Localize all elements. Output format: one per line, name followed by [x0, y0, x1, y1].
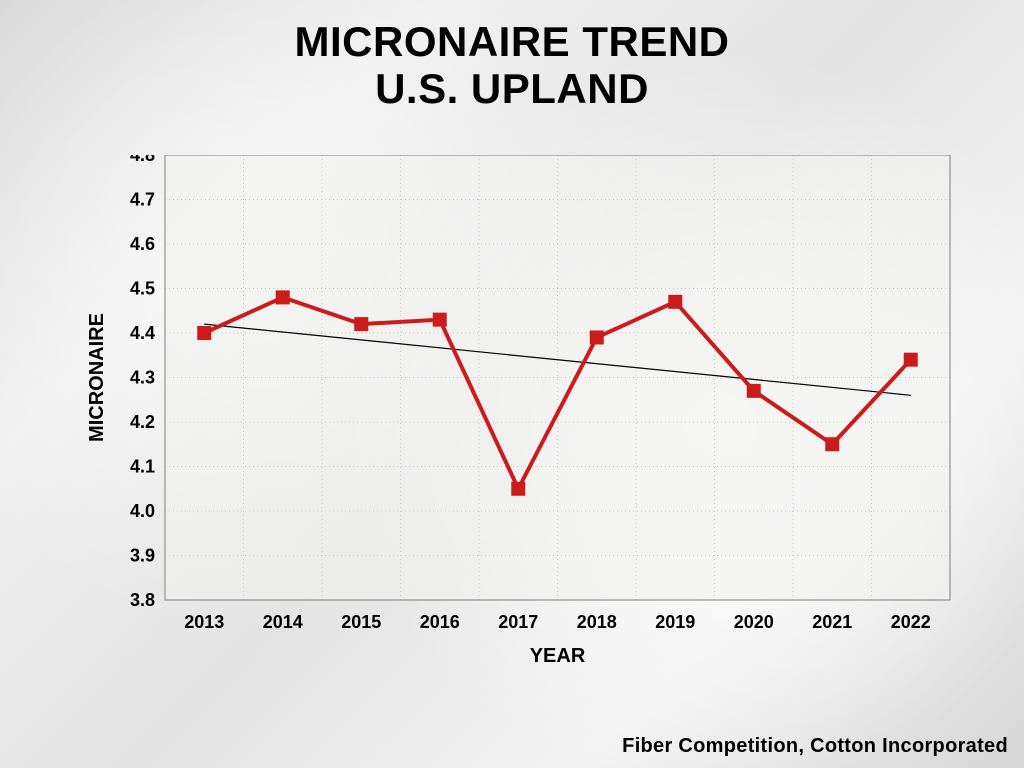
svg-text:2014: 2014: [263, 612, 303, 632]
svg-text:2017: 2017: [498, 612, 538, 632]
svg-text:4.6: 4.6: [130, 234, 155, 254]
svg-text:4.2: 4.2: [130, 412, 155, 432]
svg-text:2018: 2018: [577, 612, 617, 632]
svg-text:2016: 2016: [420, 612, 460, 632]
svg-text:2015: 2015: [341, 612, 381, 632]
svg-text:4.5: 4.5: [130, 279, 155, 299]
svg-text:3.8: 3.8: [130, 590, 155, 610]
chart-title: MICRONAIRE TREND U.S. UPLAND: [0, 18, 1024, 112]
svg-text:2021: 2021: [812, 612, 852, 632]
svg-text:2019: 2019: [655, 612, 695, 632]
svg-text:2020: 2020: [734, 612, 774, 632]
svg-text:4.0: 4.0: [130, 501, 155, 521]
svg-text:MICRONAIRE: MICRONAIRE: [86, 313, 108, 442]
svg-text:4.4: 4.4: [130, 323, 155, 343]
svg-text:4.8: 4.8: [130, 155, 155, 165]
svg-text:2022: 2022: [891, 612, 931, 632]
svg-text:2013: 2013: [184, 612, 224, 632]
svg-text:4.3: 4.3: [130, 368, 155, 388]
source-attribution: Fiber Competition, Cotton Incorporated: [622, 735, 1008, 758]
micronaire-line-chart: 3.8 3.9 4.0 4.1 4.2 4.3 4.4 4.5 4.6 4.7 4.8 2013 201…: [70, 155, 960, 695]
svg-text:YEAR: YEAR: [530, 645, 586, 667]
svg-text:4.1: 4.1: [130, 457, 155, 477]
svg-text:4.7: 4.7: [130, 190, 155, 210]
svg-text:3.9: 3.9: [130, 546, 155, 566]
